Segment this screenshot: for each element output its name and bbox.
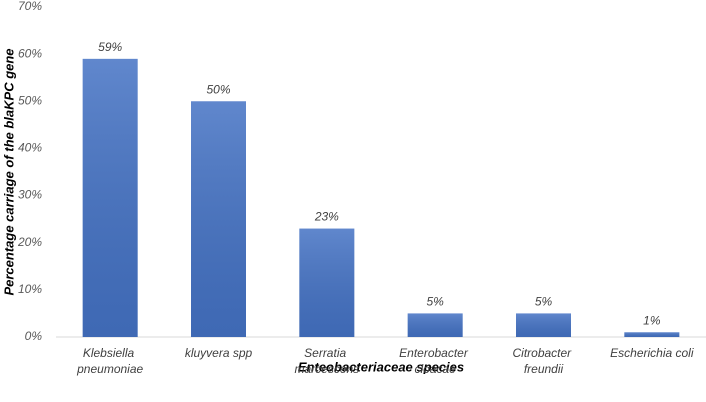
bar-shade bbox=[516, 313, 571, 337]
bar-shade bbox=[191, 101, 246, 338]
bar-shade bbox=[299, 228, 355, 337]
y-tick-label: 0% bbox=[25, 329, 43, 343]
x-tick-label: kluyvera spp bbox=[185, 346, 253, 360]
x-tick-label: Enterobacter cloacae bbox=[399, 346, 471, 376]
y-tick-label: 20% bbox=[17, 235, 42, 249]
x-axis-title: Enteobacteriaceae species bbox=[298, 359, 464, 374]
value-label: 5% bbox=[426, 295, 444, 309]
x-tick-label: Klebsiella pneumoniae bbox=[76, 346, 143, 376]
y-tick-label: 30% bbox=[18, 188, 42, 202]
bar-shade bbox=[624, 332, 680, 337]
value-label: 50% bbox=[206, 82, 230, 96]
y-axis-title: Percentage carriage of the blaKPC gene bbox=[1, 48, 16, 295]
y-tick-label: 60% bbox=[18, 46, 42, 60]
y-tick-label: 40% bbox=[18, 141, 42, 155]
bar-shade bbox=[407, 313, 463, 337]
y-tick-label: 50% bbox=[18, 93, 42, 107]
value-label: 59% bbox=[98, 40, 122, 54]
value-label: 23% bbox=[314, 210, 339, 224]
x-tick-label: Citrobacter freundii bbox=[512, 346, 574, 376]
value-label: 1% bbox=[643, 313, 661, 327]
x-tick-label: Escherichia coli bbox=[610, 346, 694, 360]
y-tick-label: 10% bbox=[18, 282, 42, 296]
x-tick-label: Serratia marcescens bbox=[294, 346, 359, 376]
bar-shade bbox=[82, 58, 138, 337]
y-tick-label: 70% bbox=[18, 0, 42, 13]
value-label: 5% bbox=[535, 295, 553, 309]
